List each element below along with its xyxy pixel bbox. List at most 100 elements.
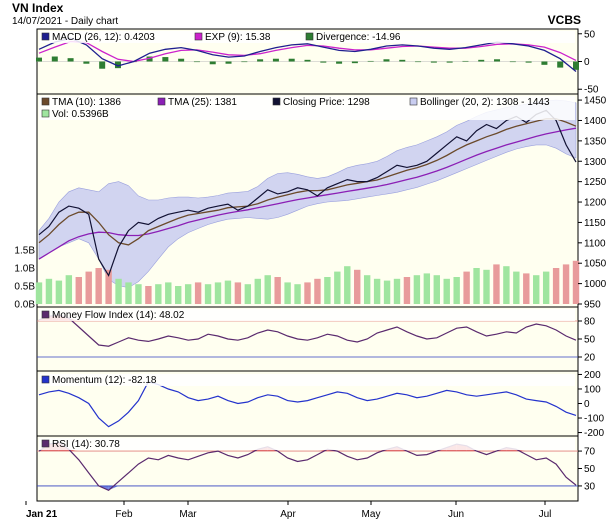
divergence-bar	[178, 58, 185, 62]
chart-title: VN Index	[12, 1, 64, 15]
chart-subtitle: 14/07/2021 - Daily chart	[12, 16, 118, 27]
volume-bar	[155, 284, 162, 304]
rsi-panel: 70 50 30 RSI (14): 30.78	[36, 435, 596, 502]
y-tick-label: 100	[584, 384, 601, 395]
mfi-line	[38, 314, 577, 347]
volume-bar	[324, 277, 331, 304]
macd-legend: MACD (26, 12): 0.4203 EXP (9): 15.38 Diver…	[39, 31, 575, 43]
oversold-zone	[108, 485, 119, 491]
divergence-bar	[272, 58, 279, 62]
y-tick-label: 50	[584, 464, 596, 475]
volume-bar	[65, 275, 73, 304]
y-tick-label: 1400	[584, 116, 607, 127]
volume-bar	[533, 275, 540, 304]
volume-bar	[284, 282, 291, 304]
tma25-swatch	[157, 97, 166, 106]
vol-tick-label: 1.0B	[14, 264, 35, 275]
divergence-swatch	[305, 32, 314, 41]
y-tick-label: 1300	[584, 157, 607, 168]
divergence-bar	[525, 61, 532, 63]
y-tick-label: 1250	[584, 177, 607, 188]
y-tick-label: 0	[584, 57, 590, 68]
volume-bar	[513, 271, 520, 304]
y-tick-label: 30	[584, 481, 596, 492]
volume-bar	[115, 278, 122, 304]
momentum-panel: 200 100 0 -100 -200 Momentum (12): -82.18	[36, 370, 604, 439]
x-tick-label: May	[362, 509, 381, 520]
y-tick-label: 70	[584, 447, 596, 458]
vol-tick-label: 0.5B	[14, 282, 35, 293]
volume-bar	[443, 278, 450, 304]
legend-background	[39, 96, 575, 120]
volume-bar	[473, 268, 480, 304]
divergence-bar	[462, 60, 469, 62]
x-tick-label: Feb	[115, 509, 133, 520]
divergence-bar	[367, 60, 374, 62]
volume-bar	[214, 282, 222, 304]
divergence-bar	[83, 61, 90, 64]
volume-bar	[383, 280, 391, 304]
vol-swatch	[41, 109, 50, 118]
volume-bar	[55, 280, 63, 304]
volume-bar	[423, 273, 431, 304]
overbought-zone	[68, 449, 79, 452]
y-tick-label: 1450	[584, 96, 607, 107]
volume-bar	[274, 277, 281, 304]
closing-price-line	[38, 109, 577, 277]
volume-bar	[184, 284, 192, 304]
y-tick-label: 1150	[584, 218, 606, 229]
y-tick-label: 50	[584, 29, 596, 40]
volume-bar	[254, 278, 261, 304]
divergence-bar	[415, 61, 422, 63]
divergence-bar	[573, 61, 579, 70]
bollinger-swatch	[409, 97, 418, 106]
x-tick-label: Jan 21	[26, 509, 58, 520]
momentum-swatch	[41, 375, 50, 384]
macd-swatch	[41, 32, 50, 41]
y-tick-label: 950	[584, 300, 601, 311]
divergence-bar	[114, 61, 121, 69]
volume-bar	[204, 284, 212, 304]
divergence-bar	[494, 59, 501, 62]
exp-swatch	[194, 32, 203, 41]
volume-bar	[294, 284, 301, 304]
x-tick-label: Jul	[539, 509, 552, 520]
y-tick-label: 1200	[584, 198, 607, 209]
divergence-bar	[430, 61, 437, 63]
volume-bar	[463, 271, 470, 304]
volume-bar	[562, 264, 570, 304]
momentum-plot: 200 100 0 -100 -200	[38, 370, 604, 439]
volume-bar	[304, 282, 311, 304]
bollinger-band	[38, 99, 577, 289]
rsi-legend: RSI (14): 30.78	[39, 438, 575, 450]
divergence-bar	[162, 57, 169, 62]
volume-bar	[224, 280, 232, 304]
mfi-panel: 80 50 20 Money Flow Index (14): 48.02	[36, 306, 596, 372]
volume-bar	[35, 282, 43, 304]
tma25-label: TMA (25): 1381	[168, 97, 237, 108]
volume-bar	[244, 284, 252, 304]
divergence-bar	[225, 61, 232, 64]
divergence-bar	[99, 61, 106, 69]
divergence-bar	[509, 61, 516, 63]
divergence-bar	[257, 59, 264, 62]
divergence-bar	[51, 56, 58, 62]
volume-bar	[75, 277, 82, 304]
rsi-line	[38, 441, 577, 492]
y-tick-label: 1350	[584, 136, 607, 147]
divergence-bar	[241, 61, 248, 63]
momentum-label: Momentum (12): -82.18	[52, 375, 157, 386]
macd-line	[38, 37, 577, 73]
vol-label: Vol: 0.5396B	[52, 109, 109, 120]
y-tick-label: 50	[584, 335, 596, 346]
mfi-label: Money Flow Index (14): 48.02	[52, 310, 185, 321]
volume-bar	[552, 268, 560, 304]
divergence-bar	[399, 59, 406, 62]
y-tick-label: 1100	[584, 238, 606, 249]
mfi-legend: Money Flow Index (14): 48.02	[39, 309, 575, 321]
volume-bar	[542, 271, 550, 304]
volume-bar	[493, 264, 500, 304]
x-axis: Jan 21 Feb Mar Apr May Jun Jul	[25, 501, 552, 520]
volume-bar	[363, 275, 371, 304]
